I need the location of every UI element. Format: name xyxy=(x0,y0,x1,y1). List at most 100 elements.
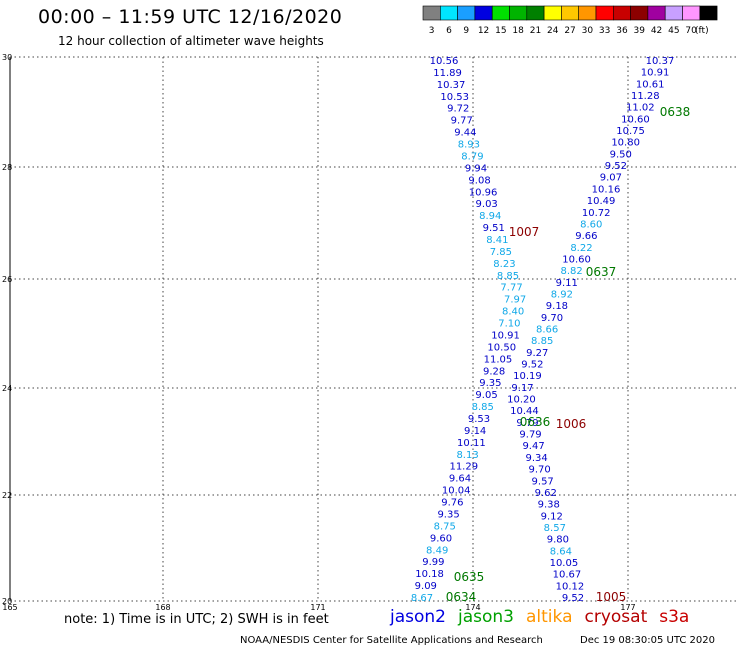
swh-value: 8.79 xyxy=(461,151,483,162)
swh-value: 11.02 xyxy=(626,103,655,114)
latitude-label: 26 xyxy=(2,275,12,284)
swh-value: 10.75 xyxy=(616,126,645,137)
swh-value: 8.67 xyxy=(411,593,433,604)
timestamp-text: Dec 19 08:30:05 UTC 2020 xyxy=(580,635,715,646)
altimeter-tracks: 10.5611.8910.3710.539.729.779.448.938.79… xyxy=(411,56,674,604)
swh-value: 10.72 xyxy=(582,208,611,219)
swh-value: 9.66 xyxy=(575,231,597,242)
latitude-label: 24 xyxy=(2,384,12,393)
swh-value: 8.60 xyxy=(580,219,602,230)
longitude-label: 174 xyxy=(465,603,480,612)
colorbar-legend: 3 6 9 12 15 18 21 24 27 30 33 36 39 42 45 70(ft) xyxy=(422,5,718,36)
swh-value: 10.11 xyxy=(457,438,486,449)
footer-note: note: 1) Time is in UTC; 2) SWH is in fe… xyxy=(64,612,329,627)
swh-value: 8.49 xyxy=(426,545,448,556)
swh-value: 10.05 xyxy=(550,558,579,569)
colorbar-label: 3 xyxy=(429,26,435,36)
map-grid xyxy=(9,56,738,602)
swh-value: 9.03 xyxy=(476,199,498,210)
swh-value: 8.23 xyxy=(493,259,515,270)
swh-value: 10.19 xyxy=(513,371,542,382)
swh-value: 8.85 xyxy=(472,402,494,413)
colorbar-label: 30 xyxy=(582,26,594,36)
swh-value: 9.27 xyxy=(526,348,548,359)
pass-time-marker: 0637 xyxy=(586,265,617,279)
swh-value: 9.08 xyxy=(468,175,490,186)
swh-value: 10.80 xyxy=(611,138,640,149)
pass-time-marker: 0635 xyxy=(454,570,485,584)
longitude-label: 165 xyxy=(2,603,17,612)
colorbar-label: 9 xyxy=(463,26,469,36)
swh-value: 8.41 xyxy=(486,235,508,246)
pass-time-marker: 1006 xyxy=(556,417,587,431)
colorbar-label: 18 xyxy=(512,26,524,36)
swh-value: 9.64 xyxy=(449,474,471,485)
swh-value: 7.85 xyxy=(490,247,512,258)
swh-value: 10.20 xyxy=(507,395,536,406)
swh-value: 10.91 xyxy=(491,330,520,341)
swh-value: 9.52 xyxy=(605,161,627,172)
swh-value: 8.93 xyxy=(458,140,480,151)
pass-time-marker: 0634 xyxy=(446,590,477,604)
swh-value: 8.85 xyxy=(497,271,519,282)
swh-value: 10.37 xyxy=(646,56,675,67)
swh-value: 9.05 xyxy=(475,390,497,401)
satellite-jason2: jason2 xyxy=(390,607,446,627)
longitude-label: 168 xyxy=(155,603,170,612)
swh-value: 11.29 xyxy=(449,462,478,473)
swh-value: 9.70 xyxy=(541,313,563,324)
swh-value: 10.50 xyxy=(487,342,516,353)
swh-value: 10.67 xyxy=(553,570,582,581)
map-subtitle: 12 hour collection of altimeter wave hei… xyxy=(58,34,324,48)
colorbar-label: 12 xyxy=(478,26,489,36)
swh-value: 9.72 xyxy=(447,104,469,115)
latitude-label: 28 xyxy=(2,163,12,172)
swh-value: 9.51 xyxy=(483,223,505,234)
swh-value: 10.12 xyxy=(556,581,585,592)
swh-value: 8.66 xyxy=(536,325,558,336)
pass-time-marker: 0638 xyxy=(660,105,691,119)
swh-value: 8.22 xyxy=(570,243,592,254)
swh-value: 9.28 xyxy=(483,366,505,377)
swh-value: 9.52 xyxy=(562,593,584,604)
pass-time-marker: 1007 xyxy=(509,225,540,239)
swh-value: 11.05 xyxy=(484,354,513,365)
swh-value: 9.52 xyxy=(521,360,543,371)
swh-value: 9.76 xyxy=(441,498,463,509)
colorbar-label: 27 xyxy=(564,26,575,36)
swh-value: 8.13 xyxy=(456,450,478,461)
satellite-altika: altika xyxy=(526,607,573,627)
swh-value: 9.62 xyxy=(535,488,557,499)
swh-value: 7.10 xyxy=(498,319,520,330)
swh-value: 9.35 xyxy=(437,509,459,520)
swh-value: 10.37 xyxy=(437,80,466,91)
satellite-jason3: jason3 xyxy=(458,607,514,627)
swh-value: 9.14 xyxy=(464,426,486,437)
swh-value: 9.53 xyxy=(468,414,490,425)
swh-value: 10.04 xyxy=(442,486,471,497)
longitude-label: 171 xyxy=(310,603,325,612)
swh-value: 10.96 xyxy=(469,187,498,198)
colorbar-label: 39 xyxy=(634,26,646,36)
swh-value: 7.97 xyxy=(504,295,526,306)
swh-value: 9.50 xyxy=(610,149,632,160)
swh-value: 10.53 xyxy=(440,92,469,103)
pass-time-marker: 0636 xyxy=(520,415,551,429)
latitude-label: 22 xyxy=(2,491,12,500)
latitude-label: 20 xyxy=(2,597,12,606)
colorbar-label: 24 xyxy=(547,26,559,36)
swh-value: 9.11 xyxy=(556,278,578,289)
swh-value: 8.94 xyxy=(479,211,501,222)
credit-text: NOAA/NESDIS Center for Satellite Applica… xyxy=(240,635,543,646)
colorbar-label: 36 xyxy=(616,26,628,36)
swh-value: 11.89 xyxy=(433,68,462,79)
swh-value: 8.64 xyxy=(550,546,572,557)
swh-value: 8.75 xyxy=(434,521,456,532)
swh-value: 8.57 xyxy=(544,523,566,534)
swh-value: 9.70 xyxy=(529,465,551,476)
colorbar-unit: (ft) xyxy=(695,26,709,36)
swh-value: 11.28 xyxy=(631,91,660,102)
colorbar-swatch xyxy=(699,5,718,21)
